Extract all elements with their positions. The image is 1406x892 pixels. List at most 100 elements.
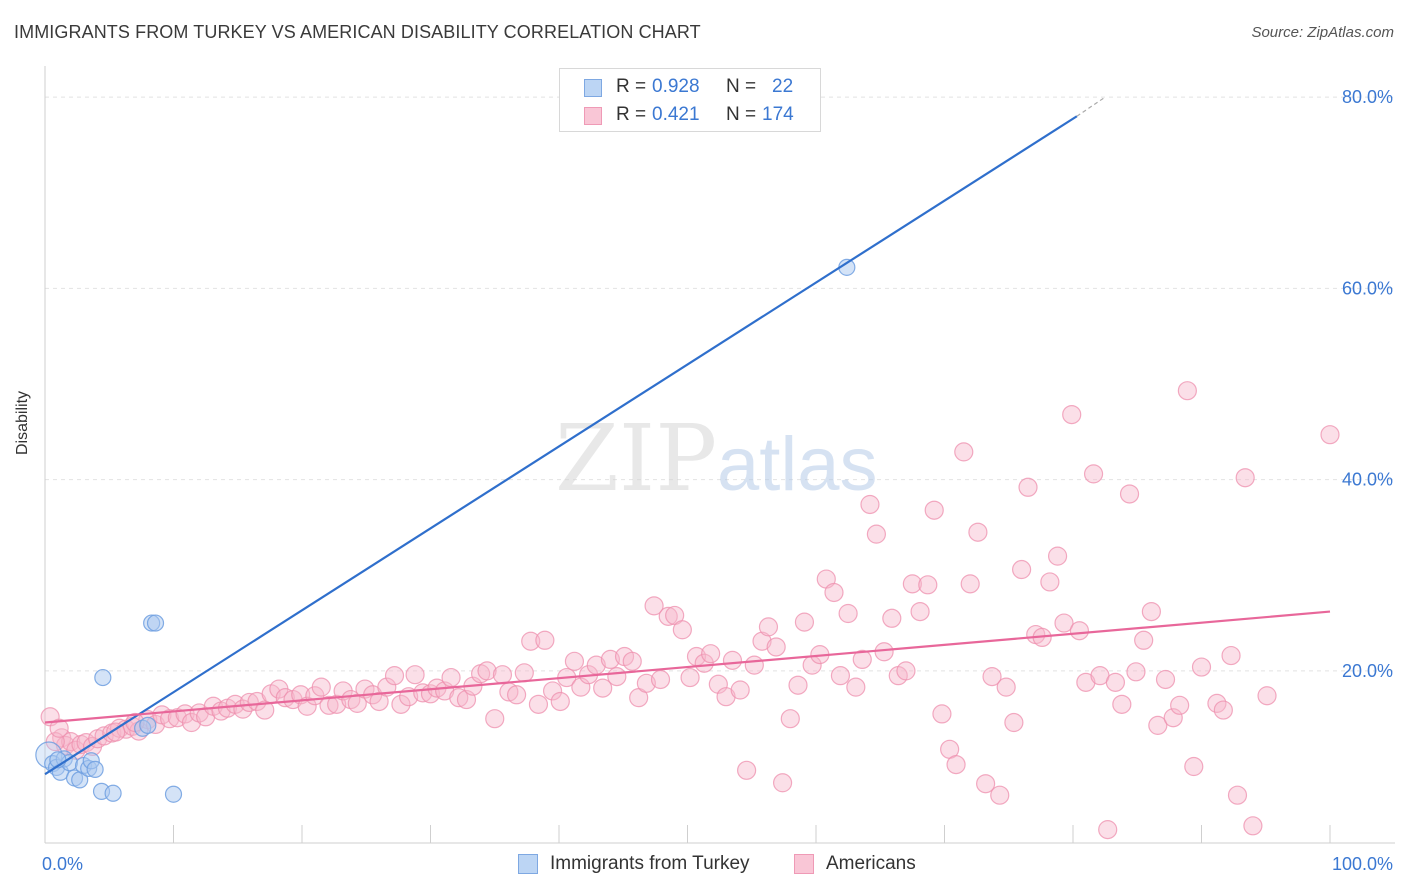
americans-point — [622, 651, 642, 671]
americans-point — [1235, 468, 1255, 488]
americans-point — [1047, 546, 1068, 566]
americans-point — [976, 774, 996, 794]
americans-point — [954, 442, 974, 462]
americans-point — [1227, 785, 1248, 805]
legend-row-turkey: R = 0.928 N = 22 — [560, 73, 820, 101]
y-axis-label: Disability — [14, 390, 31, 455]
americans-point — [1134, 630, 1154, 650]
y-tick-label: 60.0% — [1342, 278, 1393, 298]
americans-point — [160, 709, 180, 729]
americans-point — [1040, 572, 1060, 592]
americans-points — [40, 381, 1340, 840]
legend-r-label: R = — [616, 104, 647, 125]
americans-point — [255, 700, 275, 720]
americans-point — [658, 606, 678, 626]
americans-point — [946, 754, 966, 775]
americans-point — [752, 631, 772, 651]
americans-point — [1083, 464, 1104, 484]
americans-point — [1062, 405, 1082, 425]
americans-point — [413, 683, 433, 703]
americans-point — [896, 661, 916, 681]
americans-point — [564, 651, 585, 671]
americans-point — [449, 688, 469, 708]
x-tick-label: 100.0% — [1332, 854, 1393, 874]
americans-point — [860, 494, 880, 515]
legend-swatch-pink — [584, 107, 602, 125]
tick-labels: 20.0% 40.0% 60.0% 80.0% 0.0% 100.0% — [42, 87, 1393, 874]
americans-point — [391, 694, 411, 714]
americans-point — [968, 522, 988, 542]
americans-point — [1011, 559, 1032, 580]
americans-point — [492, 665, 513, 685]
americans-point — [744, 655, 764, 675]
americans-point — [902, 574, 922, 594]
americans-point — [1155, 669, 1176, 690]
bottom-legend-label-americans: Americans — [826, 853, 916, 874]
americans-point — [311, 677, 331, 697]
legend-swatch-blue — [584, 79, 602, 97]
americans-point — [730, 680, 750, 700]
americans-point — [866, 524, 886, 544]
americans-point — [1243, 816, 1263, 836]
americans-point — [49, 718, 69, 738]
turkey-trend-line — [44, 115, 1078, 776]
americans-point — [1004, 712, 1024, 733]
americans-point — [838, 603, 858, 624]
americans-point — [535, 630, 555, 650]
bottom-legend-label-turkey: Immigrants from Turkey — [550, 853, 750, 874]
americans-point — [830, 666, 851, 686]
americans-point — [1069, 621, 1090, 641]
americans-point — [918, 575, 938, 595]
turkey-point — [139, 716, 157, 734]
americans-point — [1191, 657, 1212, 677]
americans-point — [694, 653, 714, 673]
americans-point — [514, 663, 534, 683]
chart-source: Source: ZipAtlas.com — [1251, 24, 1394, 41]
americans-point — [1148, 715, 1168, 735]
legend-n-value: 174 — [762, 104, 794, 125]
americans-point — [1257, 686, 1277, 706]
americans-point — [788, 675, 808, 695]
americans-point — [924, 500, 944, 520]
americans-point — [405, 665, 425, 685]
y-tick-label: 40.0% — [1342, 470, 1393, 490]
americans-point — [485, 709, 505, 729]
americans-point — [1170, 695, 1190, 715]
americans-point — [960, 574, 980, 594]
americans-point — [521, 631, 541, 651]
americans-point — [672, 620, 692, 640]
trend-lines — [44, 96, 1331, 776]
y-tick-label: 80.0% — [1342, 87, 1393, 107]
americans-point — [990, 785, 1010, 805]
americans-point — [384, 666, 405, 686]
turkey-point — [86, 760, 104, 778]
americans-point — [239, 692, 259, 713]
americans-point — [441, 667, 461, 688]
legend-r-value: 0.421 — [652, 104, 700, 125]
americans-point — [181, 712, 202, 733]
watermark-zip: ZIP — [555, 405, 717, 512]
americans-point — [982, 667, 1002, 687]
americans-point — [874, 642, 894, 662]
americans-point — [1184, 756, 1204, 777]
americans-trend-line — [44, 610, 1331, 724]
americans-point — [1018, 477, 1038, 497]
legend-row-americans: R = 0.421 N = 174 — [560, 101, 820, 129]
legend-r-value: 0.928 — [652, 76, 700, 97]
legend-n-value: 22 — [772, 76, 794, 97]
americans-point — [1054, 613, 1074, 633]
americans-point — [650, 669, 671, 690]
americans-point — [1163, 708, 1183, 728]
americans-point — [1112, 694, 1132, 714]
correlation-legend: R = 0.928 N = 22 R = 0.421 N = 174 — [559, 68, 821, 132]
americans-point — [722, 650, 743, 670]
americans-point — [1119, 484, 1140, 504]
turkey-point — [164, 785, 183, 803]
americans-point — [932, 704, 952, 724]
americans-point — [680, 667, 700, 688]
americans-point — [794, 612, 815, 632]
turkey-point — [94, 668, 112, 687]
americans-point — [910, 601, 930, 622]
americans-point — [644, 596, 664, 616]
